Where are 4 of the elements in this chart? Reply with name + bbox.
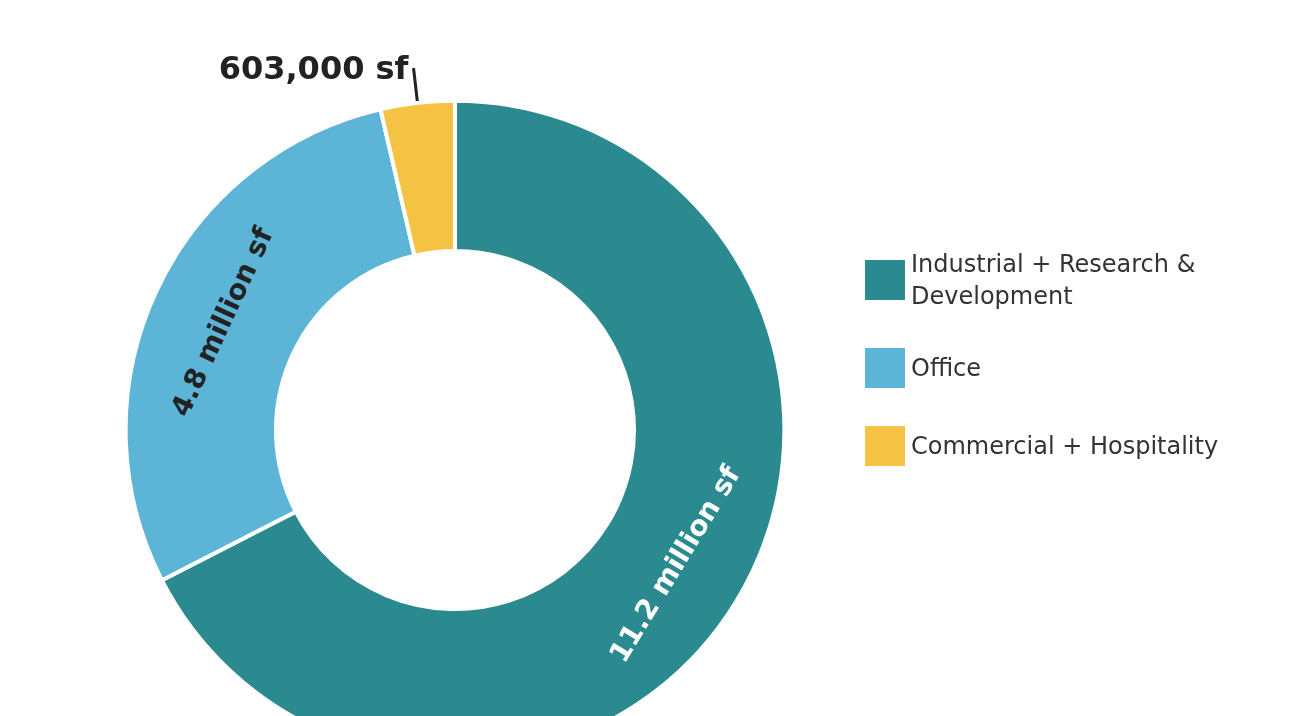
legend-label: Commercial + Hospitality [911, 432, 1219, 460]
legend-label: Industrial + Research & Development [911, 250, 1203, 310]
data-label: 603,000 sf [218, 49, 410, 88]
legend-label: Office [911, 354, 982, 382]
